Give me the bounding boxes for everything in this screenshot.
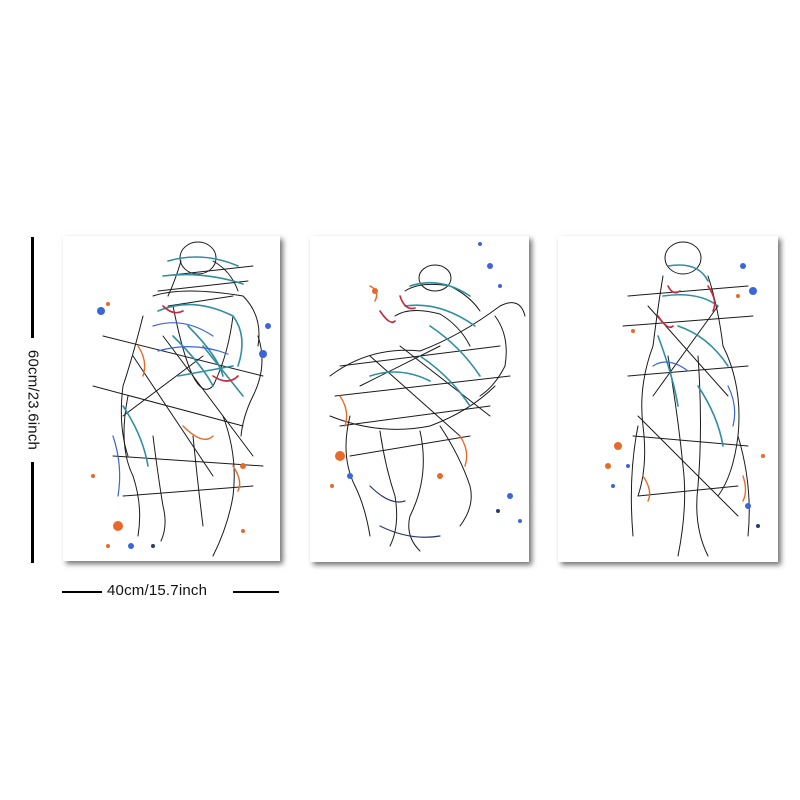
canvas-panel-right — [558, 236, 778, 562]
width-dimension-line-right — [233, 591, 279, 593]
width-dimension-label: 40cm/15.7inch — [107, 582, 208, 599]
height-dimension-gap — [25, 338, 40, 462]
horse-jockey-profile-artwork — [329, 242, 526, 552]
horse-jockey-front-artwork — [91, 241, 271, 557]
height-dimension-label: 60cm/23.6inch — [24, 349, 42, 451]
canvas-panel-center — [310, 236, 529, 562]
canvas-panel-left — [63, 236, 280, 561]
horse-jockey-headon-artwork — [605, 241, 765, 557]
width-dimension-line-left — [62, 591, 102, 593]
